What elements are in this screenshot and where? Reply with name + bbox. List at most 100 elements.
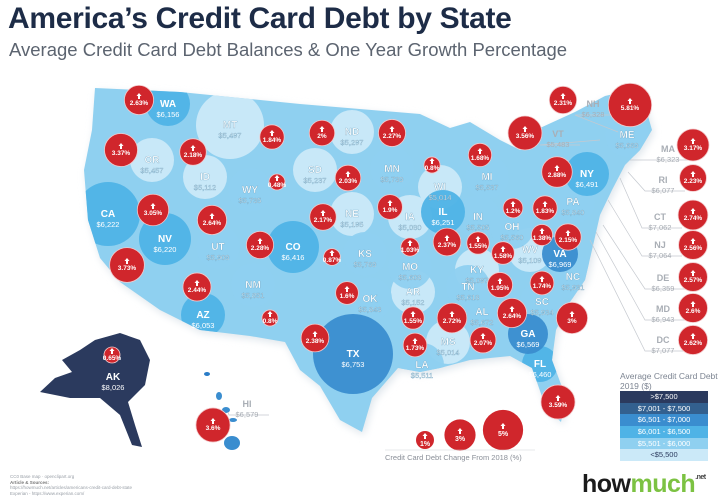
up-arrow-icon: [497, 278, 503, 284]
state-debt: $6,328: [582, 110, 605, 119]
growth-value: 2.64%: [203, 220, 222, 227]
leader-line: [595, 231, 685, 321]
state-debt: $5,739: [381, 175, 404, 184]
growth-bubble-sd: 2.03%: [334, 164, 362, 192]
state-code-mt: MT: [223, 120, 237, 131]
growth-bubble-nh: 2.31%: [548, 85, 578, 115]
up-arrow-icon: [510, 201, 516, 207]
up-arrow-icon: [136, 93, 142, 99]
growth-value: 2.23%: [684, 178, 703, 185]
state-code-ne: NE: [345, 209, 359, 220]
up-arrow-icon: [190, 145, 196, 151]
state-shape-mn: [370, 147, 414, 191]
up-arrow-icon: [690, 238, 696, 244]
legend-bin: $6,001 - $6,500: [620, 426, 708, 438]
state-code-wy: WY: [242, 185, 258, 196]
up-arrow-icon: [477, 148, 483, 154]
growth-bubble-wv: 1.38%: [531, 224, 553, 246]
state-code-ar: AR: [406, 287, 421, 298]
state-code-in: IN: [473, 212, 483, 223]
state-debt: $6,077: [652, 186, 675, 195]
state-code-az: AZ: [196, 310, 209, 321]
state-debt: $5,608: [399, 273, 422, 282]
state-code-la: LA: [415, 360, 428, 371]
growth-bubble-hi: 3.6%: [195, 407, 231, 443]
state-debt: $6,569: [517, 340, 540, 349]
growth-value: 3%: [567, 318, 577, 325]
state-code-me: ME: [620, 130, 635, 141]
growth-value: 1.38%: [533, 235, 552, 242]
state-shape-il: [421, 190, 465, 234]
growth-bubble-md: 2.6%: [678, 293, 708, 323]
state-code-vt: VT: [552, 129, 564, 139]
growth-value: 1.83%: [536, 208, 555, 215]
state-debt: $7,062: [649, 223, 672, 232]
state-code-sd: SD: [308, 165, 322, 176]
footer-link[interactable]: https://howmuch.net/articles/americans-c…: [10, 485, 133, 490]
state-debt: $5,537: [476, 183, 499, 192]
howmuch-logo[interactable]: howmuch.net: [582, 470, 706, 498]
up-arrow-icon: [560, 93, 566, 99]
state-code-ny: NY: [580, 169, 594, 180]
state-debt: $5,931: [562, 283, 585, 292]
growth-value: 2.72%: [443, 318, 462, 325]
state-shape-co: [267, 221, 319, 273]
growth-bubble-fl: 3.59%: [540, 384, 576, 420]
growth-value: 2.03%: [339, 178, 358, 185]
state-debt: $5,237: [304, 176, 327, 185]
state-code-tx: TX: [347, 349, 360, 360]
state-debt: $6,969: [549, 260, 572, 269]
growth-value: 2.6%: [686, 308, 701, 315]
up-arrow-icon: [690, 333, 696, 339]
leader-line: [619, 177, 682, 229]
growth-bubble-ky: 1.58%: [491, 241, 515, 265]
state-code-ms: MS: [441, 337, 456, 348]
state-shape-oh: [490, 205, 534, 249]
growth-value: 3.59%: [549, 402, 568, 409]
leader-line: [574, 114, 619, 133]
legend-bin: $6,501 - $7,000: [620, 414, 708, 427]
state-shape-nd: [330, 110, 374, 154]
growth-value: 2.15%: [559, 237, 578, 244]
growth-bubble-mo: 1.03%: [400, 237, 420, 257]
footer-link[interactable]: Experian - https://www.experian.com/: [10, 490, 85, 496]
state-code-wv: WV: [522, 245, 538, 256]
growth-bubble-nj: 2.56%: [678, 230, 708, 260]
state-debt: $5,297: [341, 138, 364, 147]
up-arrow-icon: [345, 171, 351, 177]
state-code-al: AL: [475, 307, 488, 318]
state-debt: $6,460: [529, 370, 552, 379]
state-debt: $6,359: [652, 284, 675, 293]
state-debt: $5,195: [341, 220, 364, 229]
up-arrow-icon: [565, 230, 571, 236]
state-code-ca: CA: [101, 209, 115, 220]
state-debt: $5,497: [219, 131, 242, 140]
up-arrow-icon: [389, 126, 395, 132]
state-debt: $5,840: [562, 208, 585, 217]
state-code-wi: WI: [434, 182, 446, 193]
up-arrow-icon: [522, 126, 528, 132]
state-code-il: IL: [439, 207, 448, 218]
growth-bubble-id: 2.18%: [179, 138, 207, 166]
growth-bubble-ny: 2.88%: [541, 156, 573, 188]
state-code-sc: SC: [535, 297, 549, 308]
growth-bubble-az: 2.44%: [182, 272, 212, 302]
up-arrow-icon: [500, 246, 506, 252]
up-arrow-icon: [109, 348, 115, 354]
growth-bubble-ga: 2.64%: [496, 297, 528, 329]
up-arrow-icon: [329, 250, 335, 256]
growth-value: 0.48%: [268, 182, 287, 189]
state-code-tn: TN: [461, 282, 474, 293]
state-shape-nm: [231, 263, 275, 307]
page-title: America’s Credit Card Debt by State: [8, 2, 512, 35]
growth-value: 1.84%: [263, 137, 282, 144]
growth-bubble-wy: 0.48%: [268, 173, 287, 191]
state-code-wa: WA: [160, 99, 176, 110]
state-shape-ne: [330, 192, 374, 236]
up-arrow-icon: [274, 175, 280, 181]
state-debt: $5,560: [501, 233, 524, 242]
bubble-legend-item: 5%: [482, 409, 524, 451]
up-arrow-icon: [124, 258, 130, 264]
state-debt: $5,014: [437, 348, 460, 357]
